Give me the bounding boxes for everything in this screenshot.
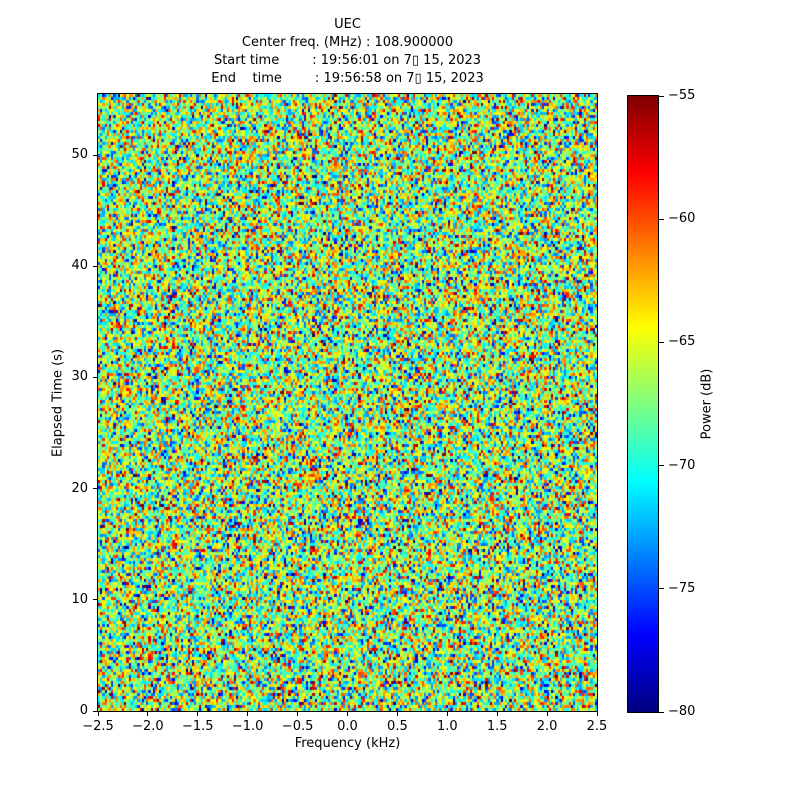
x-tick-mark (596, 712, 598, 716)
plot-title: UEC (334, 17, 361, 32)
x-tick-mark (247, 712, 249, 716)
x-tick-mark (546, 712, 548, 716)
y-tick-label: 50 (71, 147, 88, 163)
x-tick-mark (446, 712, 448, 716)
x-tick-mark (147, 712, 149, 716)
colorbar-tick-mark (659, 465, 664, 467)
x-tick-label: 1.5 (486, 719, 508, 734)
end-time-line: End time : 19:56:58 on 7▯ 15, 2023 (211, 71, 484, 86)
x-tick-mark (396, 712, 398, 716)
x-tick-label: 1.0 (436, 719, 458, 734)
x-tick-label: 2.0 (536, 719, 558, 734)
x-tick-label: −1.5 (182, 719, 214, 734)
y-tick-mark (93, 376, 97, 378)
y-axis-label: Elapsed Time (s) (50, 348, 66, 458)
y-tick-label: 20 (71, 480, 88, 496)
y-tick-mark (93, 154, 97, 156)
y-tick-label: 30 (71, 369, 88, 385)
x-tick-label: −1.0 (231, 719, 264, 734)
spectrogram-canvas (98, 94, 597, 711)
colorbar-tick-label: −65 (668, 334, 696, 350)
title-block: UEC Center freq. (MHz) : 108.900000 Star… (98, 16, 597, 88)
colorbar-tick-label: −75 (668, 580, 696, 596)
x-tick-mark (97, 712, 99, 716)
x-tick-label: 0.0 (337, 719, 358, 734)
x-tick-mark (496, 712, 498, 716)
y-tick-mark (93, 488, 97, 490)
colorbar-tick-label: −70 (668, 457, 696, 473)
colorbar-label: Power (dB) (699, 368, 715, 440)
x-tick-mark (297, 712, 299, 716)
colorbar-tick-label: −60 (668, 211, 696, 227)
x-tick-label: 0.5 (387, 719, 408, 734)
colorbar (627, 95, 659, 713)
y-tick-label: 10 (71, 591, 88, 607)
center-freq-line: Center freq. (MHz) : 108.900000 (241, 35, 454, 50)
x-axis-label: Frequency (kHz) (294, 736, 401, 751)
x-tick-label: −2.5 (82, 719, 114, 734)
y-tick-label: 0 (79, 703, 88, 718)
colorbar-tick-mark (659, 218, 664, 220)
y-tick-mark (93, 265, 97, 267)
x-tick-label: 2.5 (586, 719, 608, 734)
x-tick-label: −2.0 (132, 719, 164, 734)
colorbar-canvas (628, 96, 658, 712)
plot-area (97, 93, 598, 712)
colorbar-tick-label: −80 (668, 704, 696, 719)
x-tick-label: −0.5 (281, 719, 314, 734)
colorbar-tick-mark (659, 95, 664, 97)
start-time-line: Start time : 19:56:01 on 7▯ 15, 2023 (213, 53, 482, 68)
colorbar-tick-mark (659, 588, 664, 590)
y-tick-mark (93, 710, 97, 712)
y-tick-mark (93, 599, 97, 601)
y-tick-label: 40 (71, 258, 88, 274)
colorbar-tick-mark (659, 341, 664, 343)
colorbar-tick-label: −55 (668, 88, 696, 103)
x-tick-mark (347, 712, 348, 716)
x-tick-mark (197, 712, 199, 716)
colorbar-tick-mark (659, 711, 664, 713)
